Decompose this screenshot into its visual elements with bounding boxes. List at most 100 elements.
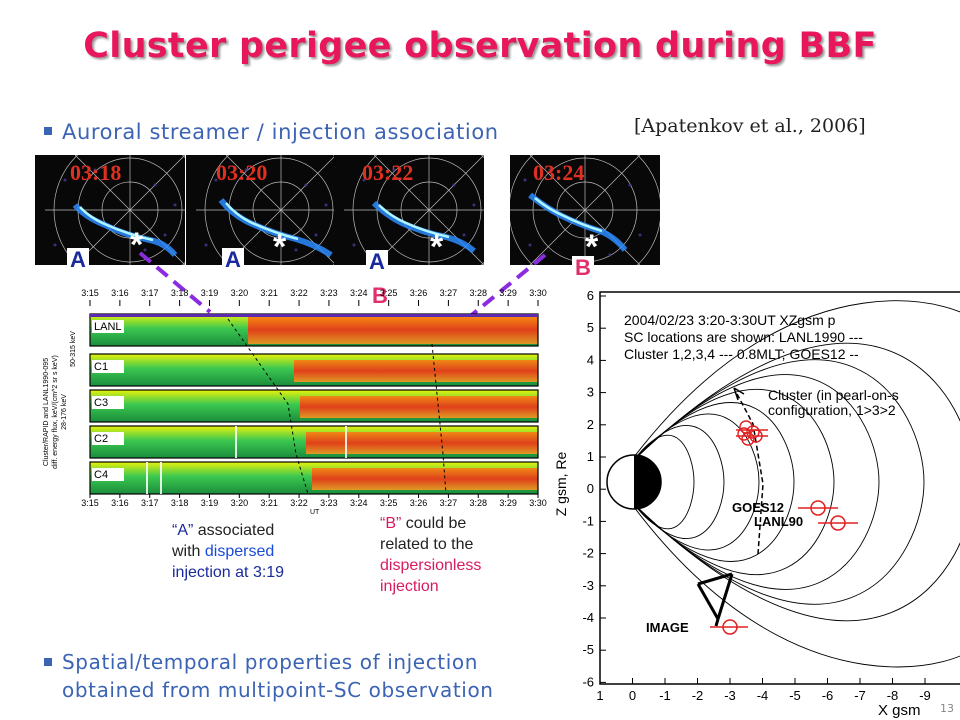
time-tick-bottom: 3:16	[111, 498, 129, 508]
spectrogram-xlabel: UT	[310, 509, 320, 516]
spectrogram-ylabel-4: 50-315 keV	[70, 331, 77, 367]
aurora-time-4: 03:24	[533, 160, 585, 185]
orbit-ytick: -5	[582, 642, 594, 657]
star-marker-1: *	[130, 226, 144, 264]
orbit-header-2: SC locations are shown: LANL1990 ---	[624, 329, 863, 345]
annotation-b-line1: could be	[401, 515, 467, 532]
time-tick-top: 3:16	[111, 288, 129, 298]
lanl-label: LANL90	[754, 514, 803, 529]
spectrogram-panel-label: C1	[94, 361, 108, 373]
annotation-a-quote: “A”	[172, 522, 194, 539]
orbit-ytick: 0	[587, 481, 594, 496]
orbit-ytick: -4	[582, 610, 594, 625]
field-line	[633, 425, 725, 539]
spectrogram-hot-band	[248, 316, 538, 344]
orbit-ytick: -2	[582, 546, 594, 561]
time-tick-top: 3:21	[260, 288, 278, 298]
label-a-1: A	[67, 248, 89, 272]
bullet2-line1: Spatial/temporal properties of injection	[62, 650, 479, 674]
orbit-xtick: -3	[724, 688, 736, 703]
time-tick-bottom: 3:24	[350, 498, 368, 508]
aurora-image-3	[334, 155, 484, 265]
annotation-b-quote: “B”	[380, 515, 402, 532]
spectrogram-figure: LANL C1 C3 C2 C4 3:15 3:16 3:17 3:18 3:19 3:20 3:2…	[38, 284, 558, 520]
page-number: 13	[940, 702, 954, 715]
star-marker-3: *	[430, 228, 444, 266]
field-line	[633, 342, 960, 622]
orbit-ytick: 6	[587, 288, 594, 303]
time-tick-top: 3:28	[470, 288, 488, 298]
spectrogram-panel-frame	[89, 461, 539, 495]
orbit-xtick: -6	[822, 688, 834, 703]
annotation-a: “A” associated with dispersed injection …	[172, 520, 284, 583]
time-tick-bottom: 3:30	[529, 498, 547, 508]
data-gap	[235, 426, 237, 458]
citation: [Apatenkov et al., 2006]	[634, 115, 866, 137]
lanl-top-band	[90, 314, 538, 317]
spectrogram-panel-label: C2	[94, 433, 108, 445]
label-b-4: B	[572, 256, 594, 280]
time-tick-bottom: 3:17	[141, 498, 159, 508]
time-tick-top: 3:22	[290, 288, 308, 298]
aurora-time-2: 03:20	[216, 160, 268, 185]
spectrogram-hot-band	[306, 432, 538, 454]
field-line	[633, 413, 760, 551]
annotation-a-line2-pre: with	[172, 543, 205, 560]
bullet-auroral-streamer: Auroral streamer / injection association	[44, 120, 499, 144]
spectrogram-hot-band	[294, 360, 538, 382]
orbit-ytick: 4	[587, 352, 594, 367]
orbit-xtick: -4	[757, 688, 769, 703]
field-line	[633, 389, 835, 575]
spectrogram-panel-frame	[89, 389, 539, 423]
goes-lanl-positions	[710, 500, 858, 635]
spectrogram-panel-label-bg	[92, 396, 124, 409]
aurora-time-1: 03:18	[70, 160, 122, 185]
field-line	[633, 359, 925, 605]
image-fov-marker	[696, 572, 734, 627]
time-tick-bottom: 3:27	[440, 498, 458, 508]
orbit-ytick: -1	[582, 513, 594, 528]
time-tick-top: 3:23	[320, 288, 338, 298]
orbit-ytick: -6	[582, 674, 594, 689]
star-marker-2: *	[273, 228, 287, 266]
spectrogram-panel-label-bg	[92, 432, 124, 445]
spectrogram-panel-label-bg	[92, 468, 124, 481]
annotation-b: “B” could be related to the dispersionle…	[380, 513, 481, 597]
time-tick-top: 3:26	[410, 288, 428, 298]
field-line-open	[633, 300, 960, 458]
annotation-b-line4: injection	[380, 578, 439, 595]
data-gap	[345, 426, 347, 458]
orbit-header-3: Cluster 1,2,3,4 --- 0.8MLT; GOES12 --	[624, 346, 859, 362]
time-tick-top: 3:24	[350, 288, 368, 298]
earth-icon	[606, 454, 662, 510]
time-tick-top: 3:17	[141, 288, 159, 298]
orbit-xtick: -1	[659, 688, 671, 703]
bullet-spatial-temporal: Spatial/temporal properties of injection…	[44, 648, 494, 704]
spectrogram-hot-band	[300, 396, 538, 418]
field-line	[633, 374, 880, 590]
time-tick-bottom: 3:20	[231, 498, 249, 508]
annotation-a-line3: injection at 3:19	[172, 564, 285, 581]
spectrogram-ylabel-3: 28-176 keV	[61, 394, 68, 430]
orbit-ytick: 5	[587, 320, 594, 335]
spectrogram-hot-band	[312, 468, 538, 490]
orbit-xtick: 1	[596, 688, 603, 703]
annotation-b-line3: dispersionless	[380, 557, 482, 574]
label-b-spectrogram: B	[372, 283, 388, 308]
orbit-xlabel: X gsm	[878, 702, 921, 719]
time-tick-bottom: 3:19	[201, 498, 219, 508]
spectrogram-panel-frame	[89, 425, 539, 459]
bullet2-line2: obtained from multipoint-SC observation	[62, 678, 494, 702]
cluster-trajectory	[733, 387, 764, 555]
spectrogram-panel-frame	[89, 353, 539, 387]
time-tick-bottom: 3:15	[81, 498, 99, 508]
orbit-ytick: -3	[582, 578, 594, 593]
aurora-time-3: 03:22	[362, 160, 414, 185]
time-tick-bottom: 3:23	[320, 498, 338, 508]
time-tick-bottom: 3:18	[171, 498, 189, 508]
orbit-xtick: 0	[629, 688, 636, 703]
orbit-ylabel: Z gsm, Re	[553, 452, 569, 517]
time-tick-top: 3:29	[499, 288, 517, 298]
cluster-positions	[736, 420, 768, 446]
orbit-xtick: -9	[919, 688, 931, 703]
